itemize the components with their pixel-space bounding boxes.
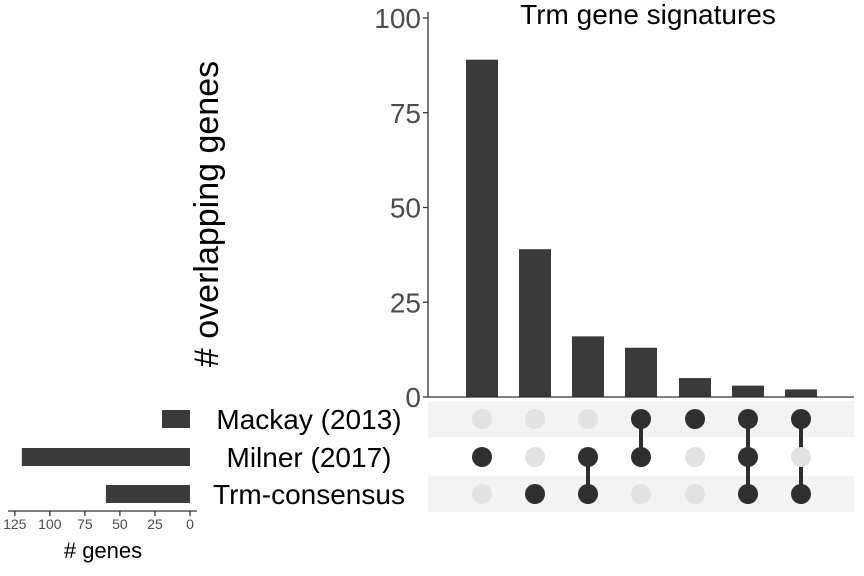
matrix-dot-inactive bbox=[578, 409, 598, 429]
intersection-bar bbox=[732, 385, 764, 397]
set-size-tick-label: 100 bbox=[38, 516, 62, 532]
set-size-tick-label: 50 bbox=[112, 516, 128, 532]
set-size-bar bbox=[161, 410, 190, 428]
set-label: Mackay (2013) bbox=[216, 404, 401, 435]
y-tick-label: 100 bbox=[374, 3, 421, 34]
set-size-bars bbox=[21, 410, 191, 503]
matrix-dot-inactive bbox=[472, 484, 492, 504]
set-size-axis: 125 100 75 50 25 0 bbox=[3, 510, 197, 532]
y-axis-label: # overlapping genes bbox=[188, 61, 226, 367]
matrix-dot-inactive bbox=[791, 447, 811, 467]
matrix-dot-active bbox=[685, 409, 705, 429]
matrix-dot-active bbox=[578, 447, 598, 467]
matrix-dot-inactive bbox=[525, 409, 545, 429]
matrix-dot-active bbox=[791, 409, 811, 429]
intersection-bar bbox=[519, 249, 551, 397]
intersection-bar bbox=[679, 378, 711, 397]
matrix-dot-active bbox=[738, 447, 758, 467]
intersection-bar bbox=[572, 336, 604, 397]
set-size-bar bbox=[21, 448, 191, 466]
intersection-bar bbox=[625, 347, 657, 397]
set-size-tick-label: 125 bbox=[3, 516, 27, 532]
intersection-bar bbox=[466, 59, 498, 397]
matrix-dot-active bbox=[525, 484, 545, 504]
chart-title: Trm gene signatures bbox=[520, 0, 776, 30]
set-size-axis-label: # genes bbox=[64, 538, 142, 563]
matrix-dot-active bbox=[631, 409, 651, 429]
set-label: Milner (2017) bbox=[227, 442, 392, 473]
set-labels: Mackay (2013) Milner (2017) Trm-consensus bbox=[213, 404, 405, 510]
matrix-dot-active bbox=[631, 447, 651, 467]
matrix-dot-inactive bbox=[525, 447, 545, 467]
y-tick-label: 25 bbox=[390, 287, 421, 318]
matrix-dot-active bbox=[578, 484, 598, 504]
y-tick-label: 0 bbox=[405, 382, 421, 413]
intersection-bars bbox=[466, 59, 817, 397]
matrix-dot-inactive bbox=[685, 447, 705, 467]
matrix-dot-active bbox=[738, 484, 758, 504]
y-axis: 0 25 50 75 100 bbox=[374, 3, 854, 413]
set-size-tick-label: 25 bbox=[147, 516, 163, 532]
matrix-dot-active bbox=[472, 447, 492, 467]
matrix-dot-active bbox=[738, 409, 758, 429]
y-tick-label: 50 bbox=[390, 193, 421, 224]
intersection-matrix bbox=[472, 409, 811, 504]
intersection-bar bbox=[785, 389, 817, 397]
y-tick-label: 75 bbox=[390, 98, 421, 129]
matrix-dot-inactive bbox=[472, 409, 492, 429]
matrix-dot-inactive bbox=[631, 484, 651, 504]
set-size-tick-label: 75 bbox=[77, 516, 93, 532]
set-size-bar bbox=[105, 485, 190, 503]
set-label: Trm-consensus bbox=[213, 479, 405, 510]
matrix-dot-active bbox=[791, 484, 811, 504]
set-size-tick-label: 0 bbox=[186, 516, 194, 532]
matrix-dot-inactive bbox=[685, 484, 705, 504]
